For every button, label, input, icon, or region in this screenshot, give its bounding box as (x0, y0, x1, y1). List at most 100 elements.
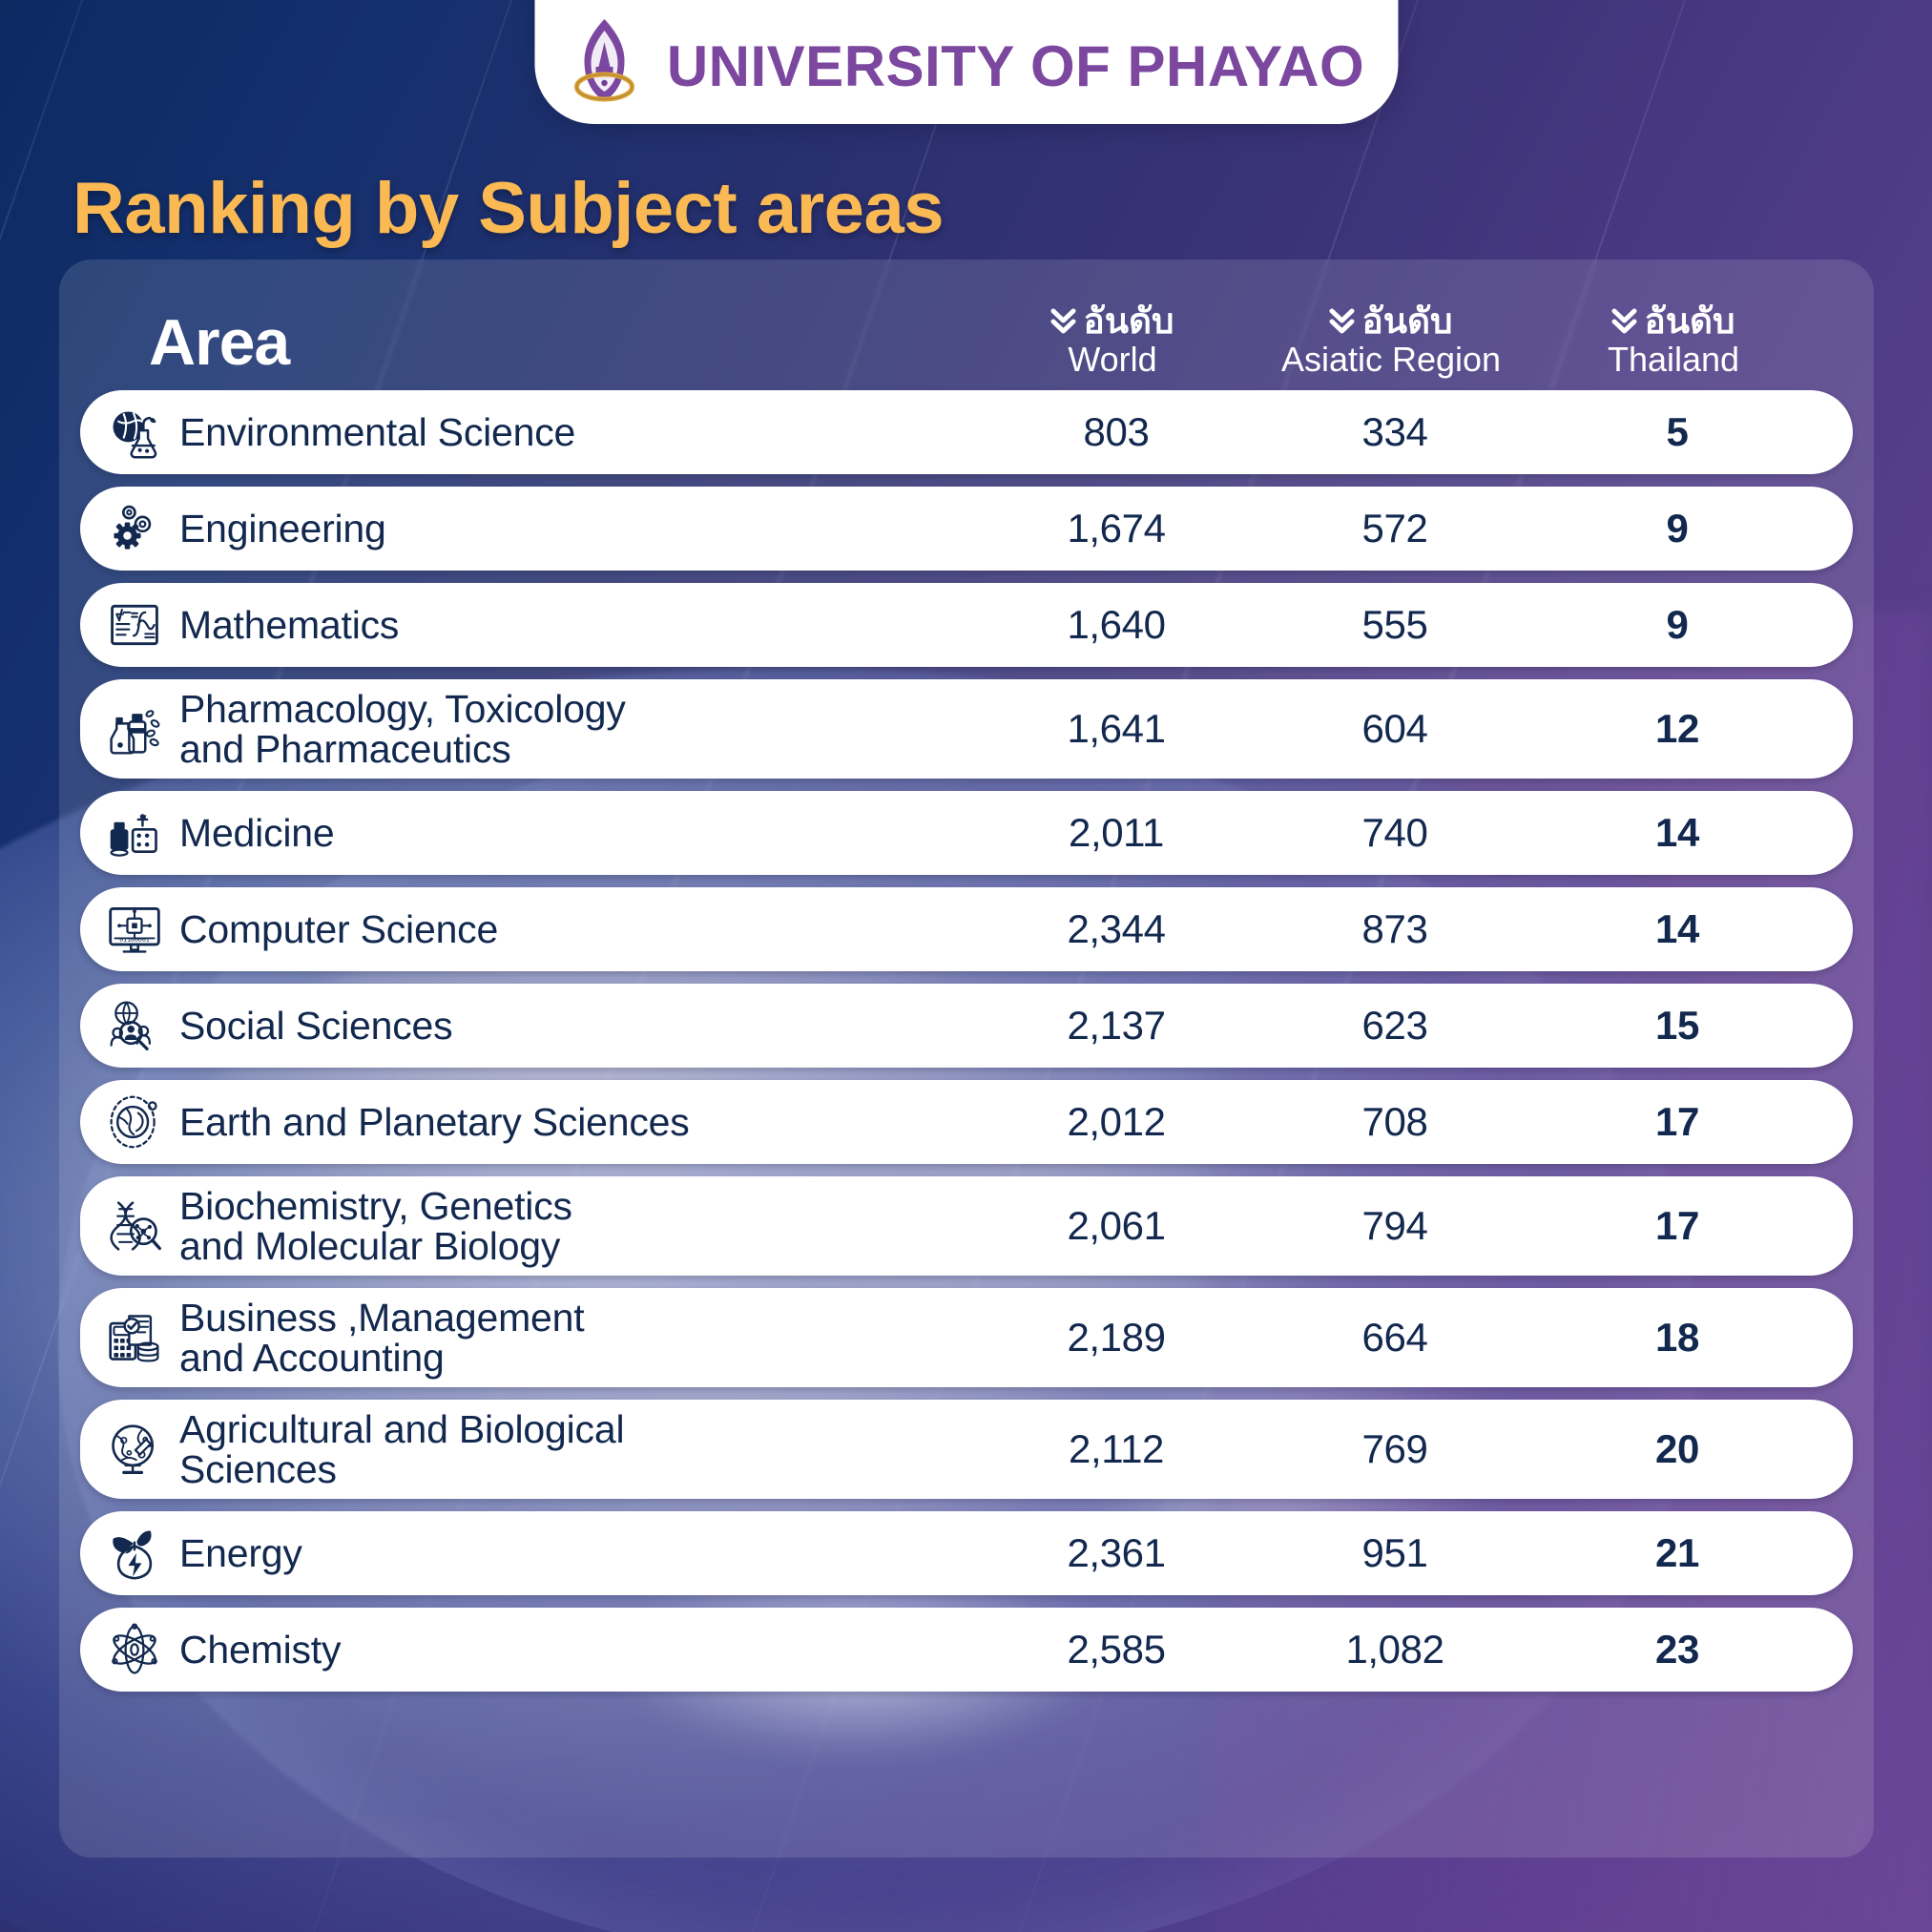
row-world-rank: 1,674 (1067, 506, 1166, 551)
row-area-cell: Earth and Planetary Sciences (80, 1092, 977, 1152)
row-area-cell: Energy (80, 1524, 977, 1583)
row-area-cell: Medicine (80, 803, 977, 862)
row-thailand-rank: 15 (1655, 1003, 1699, 1048)
brand-title: UNIVERSITY OF PHAYAO (666, 34, 1365, 98)
column-header-world-thai: อันดับ (1083, 301, 1174, 341)
row-asiatic-rank: 572 (1361, 506, 1428, 551)
row-area-cell: Social Sciences (80, 996, 977, 1055)
double-chevron-down-icon (1050, 308, 1076, 334)
ranking-table-panel: Area อันดับ World อันดับ (59, 260, 1874, 1858)
column-header-area: Area (149, 306, 290, 379)
gears-icon (105, 499, 164, 558)
calculator-coins-icon (105, 1308, 164, 1367)
people-globe-icon (105, 996, 164, 1055)
phayao-crest-icon (568, 17, 642, 102)
microscope-globe-icon (105, 1420, 164, 1479)
ranking-row-list: Environmental Science 803 334 5 Engineering… (59, 390, 1874, 1692)
row-world-rank: 2,585 (1067, 1627, 1166, 1672)
row-world-rank: 2,137 (1067, 1003, 1166, 1048)
row-thailand-rank: 18 (1655, 1315, 1699, 1360)
page-title: Ranking by Subject areas (73, 168, 945, 249)
row-thailand-rank: 9 (1666, 506, 1689, 551)
table-row[interactable]: Environmental Science 803 334 5 (80, 390, 1853, 474)
row-asiatic-rank: 334 (1361, 409, 1428, 454)
row-area-label: Earth and Planetary Sciences (179, 1099, 690, 1144)
dna-magnifier-icon (105, 1196, 164, 1256)
row-asiatic-rank: 623 (1361, 1003, 1428, 1048)
double-chevron-down-icon (1329, 308, 1355, 334)
table-row[interactable]: Agricultural and Biological Sciences 2,11… (80, 1400, 1853, 1499)
row-area-label: Chemisty (179, 1627, 342, 1672)
planet-orbit-icon (105, 1092, 164, 1152)
row-asiatic-rank: 951 (1361, 1530, 1428, 1575)
row-area-cell: Mathematics (80, 595, 977, 654)
row-asiatic-rank: 873 (1361, 906, 1428, 951)
row-area-label: Computer Science (179, 906, 499, 951)
row-area-cell: 01100001 Computer Science (80, 900, 977, 959)
row-thailand-rank: 20 (1655, 1426, 1699, 1471)
row-thailand-rank: 14 (1655, 810, 1699, 855)
row-asiatic-rank: 1,082 (1345, 1627, 1444, 1672)
row-world-rank: 2,189 (1067, 1315, 1166, 1360)
column-header-world-sub: World (1068, 339, 1157, 379)
row-area-cell: Biochemistry, Genetics and Molecular Bio… (80, 1186, 977, 1266)
row-area-cell: Pharmacology, Toxicology and Pharmaceuti… (80, 689, 977, 769)
double-chevron-down-icon (1611, 308, 1637, 334)
leaf-bolt-icon (105, 1524, 164, 1583)
svg-text:01100001: 01100001 (119, 936, 150, 944)
table-row[interactable]: Earth and Planetary Sciences 2,012 708 17 (80, 1080, 1853, 1164)
row-area-cell: Chemisty (80, 1620, 977, 1679)
row-thailand-rank: 5 (1666, 409, 1689, 454)
row-area-cell: Agricultural and Biological Sciences (80, 1409, 977, 1489)
medicine-kit-icon (105, 803, 164, 862)
pharmacy-bottles-icon (105, 699, 164, 758)
row-area-label: Pharmacology, Toxicology and Pharmaceuti… (179, 686, 626, 771)
table-row[interactable]: Business ,Management and Accounting 2,189… (80, 1288, 1853, 1387)
column-header-asiatic[interactable]: อันดับ Asiatic Region (1252, 301, 1530, 381)
row-area-label: Environmental Science (179, 409, 576, 454)
row-thailand-rank: 9 (1666, 602, 1689, 647)
table-row[interactable]: Biochemistry, Genetics and Molecular Bio… (80, 1176, 1853, 1276)
column-header-asiatic-sub: Asiatic Region (1280, 339, 1502, 379)
column-header-thailand-sub: Thailand (1607, 339, 1740, 379)
table-row[interactable]: Chemisty 2,585 1,082 23 (80, 1608, 1853, 1692)
table-row[interactable]: Energy 2,361 951 21 (80, 1511, 1853, 1595)
row-area-label: Mathematics (179, 602, 400, 647)
row-thailand-rank: 17 (1655, 1203, 1699, 1248)
atom-icon (105, 1620, 164, 1679)
row-world-rank: 2,361 (1067, 1530, 1166, 1575)
row-asiatic-rank: 604 (1361, 706, 1428, 751)
row-area-label: Social Sciences (179, 1003, 453, 1048)
math-screen-icon (105, 595, 164, 654)
row-asiatic-rank: 769 (1361, 1426, 1428, 1471)
column-header-world[interactable]: อันดับ World (973, 301, 1252, 381)
computer-chip-icon: 01100001 (105, 900, 164, 959)
row-area-cell: Engineering (80, 499, 977, 558)
row-world-rank: 2,112 (1069, 1426, 1164, 1471)
table-row[interactable]: Engineering 1,674 572 9 (80, 487, 1853, 571)
row-world-rank: 803 (1083, 409, 1150, 454)
brand-header-pill: UNIVERSITY OF PHAYAO (534, 0, 1398, 124)
row-world-rank: 2,344 (1067, 906, 1166, 951)
column-header-thailand-thai: อันดับ (1644, 301, 1735, 341)
row-world-rank: 2,061 (1067, 1203, 1166, 1248)
row-world-rank: 1,640 (1067, 602, 1166, 647)
table-row[interactable]: Mathematics 1,640 555 9 (80, 583, 1853, 667)
row-thailand-rank: 23 (1655, 1627, 1699, 1672)
table-row[interactable]: Pharmacology, Toxicology and Pharmaceuti… (80, 679, 1853, 779)
table-row[interactable]: 01100001 Computer Science 2,344 873 14 (80, 887, 1853, 971)
row-thailand-rank: 17 (1655, 1099, 1699, 1144)
row-asiatic-rank: 664 (1361, 1315, 1428, 1360)
table-row[interactable]: Social Sciences 2,137 623 15 (80, 984, 1853, 1068)
row-thailand-rank: 12 (1655, 706, 1699, 751)
row-area-cell: Environmental Science (80, 403, 977, 462)
table-header-row: Area อันดับ World อันดับ (59, 260, 1874, 390)
table-row[interactable]: Medicine 2,011 740 14 (80, 791, 1853, 875)
row-area-cell: Business ,Management and Accounting (80, 1298, 977, 1378)
column-header-asiatic-thai: อันดับ (1361, 301, 1453, 341)
row-area-label: Energy (179, 1530, 302, 1575)
row-world-rank: 2,012 (1067, 1099, 1166, 1144)
row-asiatic-rank: 794 (1361, 1203, 1428, 1248)
column-header-thailand[interactable]: อันดับ Thailand (1530, 301, 1817, 381)
